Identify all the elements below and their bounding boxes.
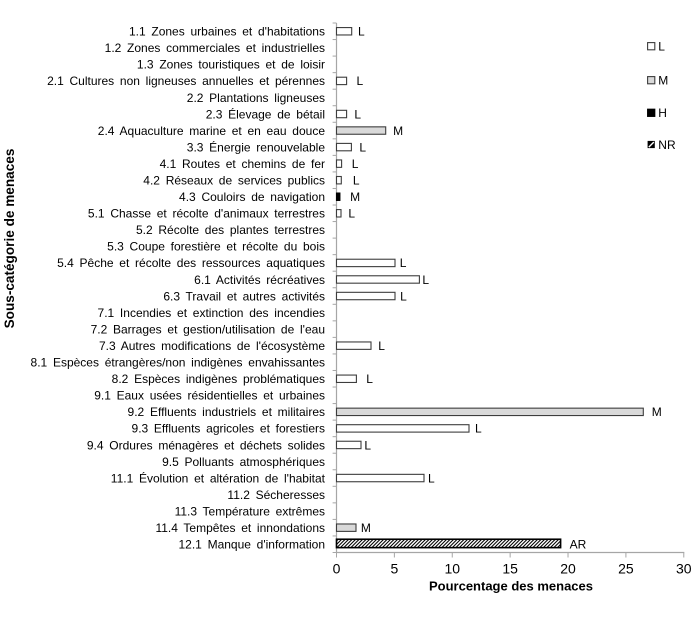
svg-text:11.4 Tempêtes et innondations: 11.4 Tempêtes et innondations [155, 521, 325, 535]
svg-text:3.3 Énergie renouvelable: 3.3 Énergie renouvelable [187, 139, 326, 154]
svg-text:9.3 Effluents agricoles et for: 9.3 Effluents agricoles et forestiers [132, 422, 325, 436]
svg-text:5.1 Chasse et récolte d'animau: 5.1 Chasse et récolte d'animaux terrestr… [88, 207, 325, 221]
svg-text:20: 20 [560, 561, 576, 577]
svg-text:L: L [354, 107, 361, 121]
svg-text:NR: NR [658, 138, 676, 152]
svg-text:4.2 Réseaux de services public: 4.2 Réseaux de services publics [143, 174, 325, 188]
svg-text:9.4 Ordures ménagères et déche: 9.4 Ordures ménagères et déchets solides [87, 438, 325, 452]
svg-text:5: 5 [390, 561, 398, 577]
svg-text:2.3 Élevage de bétail: 2.3 Élevage de bétail [206, 106, 325, 121]
svg-text:30: 30 [676, 561, 692, 577]
svg-text:L: L [475, 422, 482, 436]
svg-text:M: M [393, 124, 403, 138]
svg-text:10: 10 [444, 561, 460, 577]
svg-text:L: L [428, 471, 435, 485]
svg-text:8.2 Espèces indigènes probléma: 8.2 Espèces indigènes problématiques [112, 372, 325, 386]
svg-text:25: 25 [618, 561, 634, 577]
svg-text:M: M [350, 190, 360, 204]
svg-text:Sous-catégorie de menaces: Sous-catégorie de menaces [2, 149, 17, 329]
svg-text:L: L [378, 339, 385, 353]
svg-text:2.1 Cultures non ligneuses ann: 2.1 Cultures non ligneuses annuelles et … [47, 74, 325, 88]
svg-text:11.2 Sécheresses: 11.2 Sécheresses [227, 488, 325, 502]
svg-text:7.3 Autres modifications de l': 7.3 Autres modifications de l'écosystème [99, 339, 325, 353]
svg-text:L: L [366, 372, 373, 386]
svg-text:9.1 Eaux usées résidentielles: 9.1 Eaux usées résidentielles et urbaine… [94, 389, 325, 403]
svg-text:0: 0 [333, 561, 341, 577]
svg-text:L: L [352, 157, 359, 171]
svg-text:L: L [358, 25, 365, 39]
svg-text:L: L [359, 140, 366, 154]
svg-text:9.2 Effluents industriels et m: 9.2 Effluents industriels et militaires [128, 405, 325, 419]
svg-text:1.2 Zones commerciales et indu: 1.2 Zones commerciales et industrielles [105, 41, 325, 55]
svg-text:2.2 Plantations ligneuses: 2.2 Plantations ligneuses [187, 91, 325, 105]
svg-text:4.3 Couloirs de navigation: 4.3 Couloirs de navigation [179, 190, 325, 204]
svg-text:6.3 Travail et autres activité: 6.3 Travail et autres activités [163, 289, 325, 303]
svg-text:11.3 Température extrêmes: 11.3 Température extrêmes [175, 504, 325, 518]
svg-text:5.4 Pêche et récolte des resso: 5.4 Pêche et récolte des ressources aqua… [57, 256, 325, 270]
svg-text:L: L [364, 438, 371, 452]
svg-text:12.1 Manque d'information: 12.1 Manque d'information [178, 538, 325, 552]
svg-text:9.5 Polluants atmosphériques: 9.5 Polluants atmosphériques [162, 455, 325, 469]
svg-text:5.3 Coupe forestière et récolt: 5.3 Coupe forestière et récolte du bois [107, 240, 325, 254]
svg-text:5.2 Récolte des plantes terres: 5.2 Récolte des plantes terrestres [136, 223, 325, 237]
svg-text:L: L [357, 74, 364, 88]
svg-text:15: 15 [502, 561, 518, 577]
svg-text:1.3 Zones touristiques et de l: 1.3 Zones touristiques et de loisir [137, 58, 325, 72]
svg-text:7.2 Barrages et gestion/utilis: 7.2 Barrages et gestion/utilisation de l… [91, 322, 325, 336]
svg-text:M: M [652, 405, 662, 419]
svg-text:Pourcentage des menaces: Pourcentage des menaces [429, 579, 593, 594]
svg-text:L: L [353, 174, 360, 188]
svg-text:8.1 Espèces étrangères/non ind: 8.1 Espèces étrangères/non indigènes env… [31, 356, 325, 370]
svg-text:M: M [658, 74, 668, 88]
svg-text:L: L [422, 273, 429, 287]
svg-text:H: H [658, 106, 667, 120]
svg-text:4.1 Routes et chemins de fer: 4.1 Routes et chemins de fer [160, 157, 325, 171]
svg-text:6.1 Activités récréatives: 6.1 Activités récréatives [194, 273, 325, 287]
svg-text:2.4 Aquaculture marine et en e: 2.4 Aquaculture marine et en eau douce [98, 124, 326, 138]
svg-text:L: L [400, 256, 407, 270]
svg-text:7.1 Incendies et extinction de: 7.1 Incendies et extinction des incendie… [98, 306, 325, 320]
svg-text:11.1 Évolution et altération d: 11.1 Évolution et altération de l'habita… [111, 470, 326, 485]
svg-text:L: L [348, 207, 355, 221]
svg-text:1.1 Zones urbaines et d'habita: 1.1 Zones urbaines et d'habitations [129, 25, 325, 39]
svg-text:L: L [658, 40, 665, 54]
svg-text:AR: AR [570, 538, 587, 552]
svg-text:M: M [361, 521, 371, 535]
svg-text:L: L [400, 289, 407, 303]
